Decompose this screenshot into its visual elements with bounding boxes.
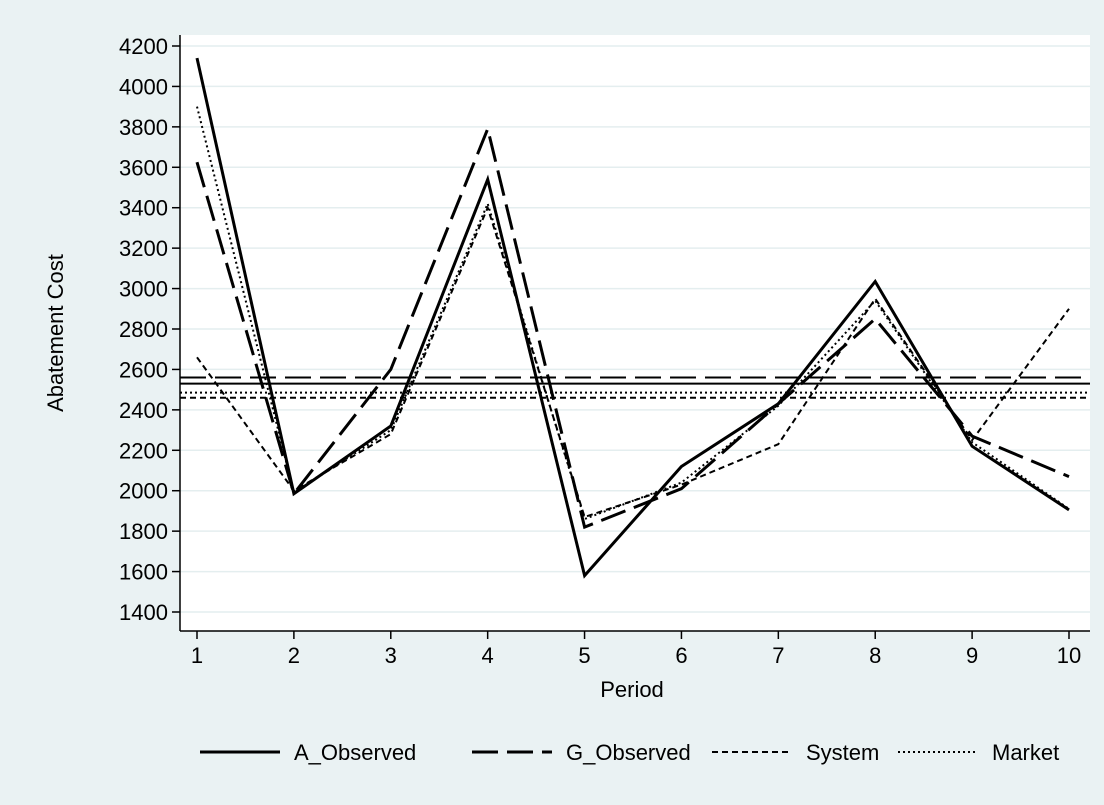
x-tick-label: 7 xyxy=(772,643,784,668)
y-tick-label: 1400 xyxy=(119,600,168,625)
y-tick-label: 4000 xyxy=(119,74,168,99)
y-tick-label: 2400 xyxy=(119,398,168,423)
legend-label: A_Observed xyxy=(294,740,416,765)
y-tick-label: 3200 xyxy=(119,236,168,261)
x-tick-label: 4 xyxy=(482,643,494,668)
x-tick-label: 9 xyxy=(966,643,978,668)
legend-label: G_Observed xyxy=(566,740,691,765)
x-tick-label: 5 xyxy=(578,643,590,668)
x-tick-label: 8 xyxy=(869,643,881,668)
y-tick-label: 2200 xyxy=(119,438,168,463)
y-tick-label: 2000 xyxy=(119,479,168,504)
y-tick-label: 2800 xyxy=(119,317,168,342)
legend: A_Observed G_Observed System Market xyxy=(200,740,1059,765)
plot-background xyxy=(180,35,1090,631)
x-tick-label: 3 xyxy=(385,643,397,668)
y-tick-label: 2600 xyxy=(119,357,168,382)
y-tick-label: 3600 xyxy=(119,155,168,180)
x-axis-title: Period xyxy=(600,677,664,702)
y-tick-label: 1600 xyxy=(119,560,168,585)
x-tick-label: 1 xyxy=(191,643,203,668)
y-tick-label: 3800 xyxy=(119,115,168,140)
x-tick-label: 6 xyxy=(675,643,687,668)
y-tick-label: 4200 xyxy=(119,34,168,59)
x-tick-label: 2 xyxy=(288,643,300,668)
y-tick-label: 3000 xyxy=(119,277,168,302)
y-tick-label: 1800 xyxy=(119,519,168,544)
y-tick-label: 3400 xyxy=(119,196,168,221)
x-tick-label: 10 xyxy=(1057,643,1081,668)
legend-label: Market xyxy=(992,740,1059,765)
y-axis-title: Abatement Cost xyxy=(43,254,68,412)
legend-label: System xyxy=(806,740,879,765)
